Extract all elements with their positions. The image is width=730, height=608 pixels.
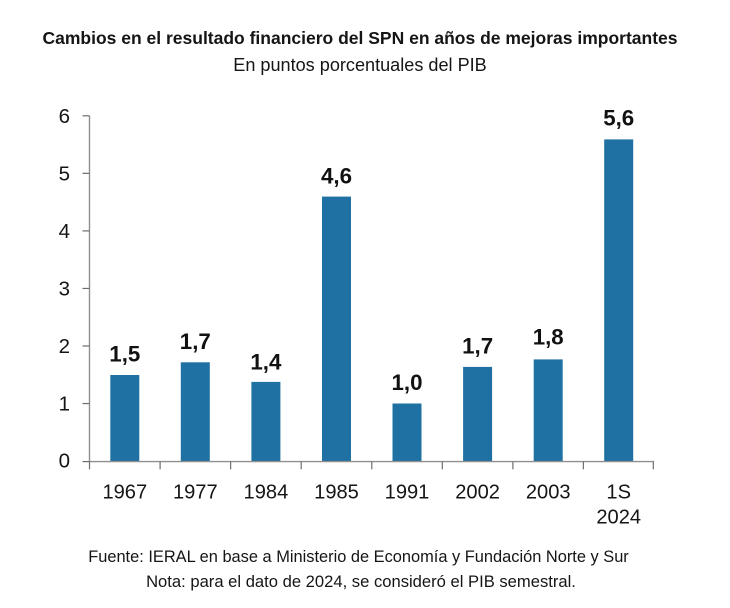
svg-text:5,6: 5,6 [603, 106, 634, 131]
svg-text:5: 5 [59, 162, 70, 185]
svg-text:1985: 1985 [314, 482, 359, 504]
svg-text:4: 4 [59, 220, 70, 243]
svg-text:1977: 1977 [173, 482, 218, 504]
svg-text:1: 1 [59, 392, 70, 415]
svg-text:1967: 1967 [102, 482, 147, 504]
svg-text:1991: 1991 [385, 482, 430, 504]
svg-text:1,4: 1,4 [250, 350, 282, 375]
svg-text:4,6: 4,6 [321, 163, 352, 188]
svg-text:1,7: 1,7 [180, 329, 211, 354]
svg-text:0: 0 [59, 450, 70, 473]
svg-text:1984: 1984 [244, 482, 289, 504]
svg-text:2: 2 [59, 335, 70, 358]
svg-text:6: 6 [59, 105, 70, 128]
svg-text:1,5: 1,5 [109, 342, 140, 367]
svg-text:2024: 2024 [596, 507, 641, 529]
svg-text:1,0: 1,0 [392, 370, 423, 395]
svg-text:3: 3 [59, 277, 70, 300]
svg-text:1S: 1S [606, 482, 631, 504]
svg-text:2003: 2003 [526, 482, 571, 504]
svg-text:1,7: 1,7 [462, 333, 493, 358]
svg-text:2002: 2002 [455, 482, 500, 504]
svg-text:1,8: 1,8 [533, 325, 564, 350]
